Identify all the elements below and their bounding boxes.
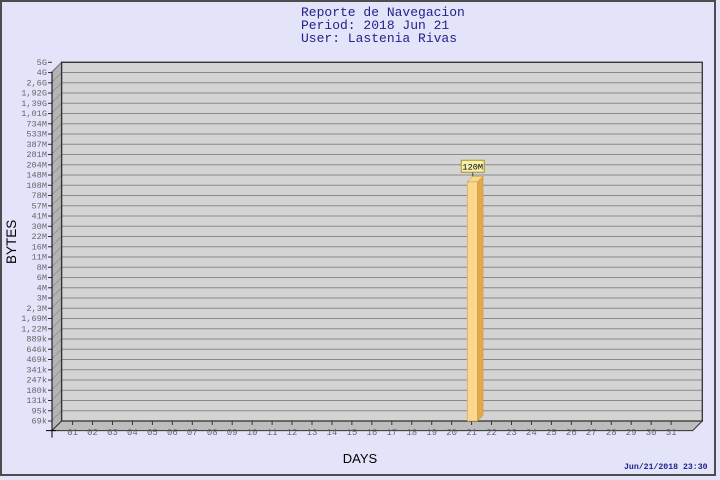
svg-text:57M: 57M — [32, 201, 47, 211]
svg-text:15: 15 — [346, 428, 357, 438]
svg-text:1,22M: 1,22M — [21, 324, 47, 334]
svg-text:10: 10 — [247, 428, 258, 438]
svg-text:04: 04 — [127, 428, 138, 438]
svg-text:09: 09 — [227, 428, 238, 438]
svg-text:247k: 247k — [26, 376, 47, 386]
svg-text:03: 03 — [107, 428, 118, 438]
svg-text:12: 12 — [287, 428, 298, 438]
svg-text:30M: 30M — [32, 222, 47, 232]
svg-text:204M: 204M — [26, 160, 47, 170]
svg-text:95k: 95k — [32, 406, 47, 416]
svg-text:41M: 41M — [32, 212, 47, 222]
svg-text:31: 31 — [666, 428, 677, 438]
svg-text:07: 07 — [187, 428, 198, 438]
svg-text:22: 22 — [486, 428, 497, 438]
svg-text:387M: 387M — [26, 140, 47, 150]
svg-text:02: 02 — [87, 428, 98, 438]
svg-text:533M: 533M — [26, 130, 47, 140]
svg-text:06: 06 — [167, 428, 178, 438]
svg-text:120M: 120M — [462, 163, 483, 173]
svg-text:22M: 22M — [32, 232, 47, 242]
svg-text:11M: 11M — [32, 253, 47, 263]
svg-text:341k: 341k — [26, 365, 47, 375]
svg-text:1,92G: 1,92G — [21, 89, 47, 99]
svg-text:27: 27 — [586, 428, 597, 438]
svg-text:29: 29 — [626, 428, 637, 438]
svg-text:69k: 69k — [32, 417, 47, 427]
svg-text:05: 05 — [147, 428, 158, 438]
svg-text:24: 24 — [526, 428, 537, 438]
svg-text:180k: 180k — [26, 386, 47, 396]
svg-text:1,69M: 1,69M — [21, 314, 47, 324]
svg-text:19: 19 — [426, 428, 437, 438]
svg-text:2,3M: 2,3M — [26, 304, 47, 314]
svg-text:08: 08 — [207, 428, 218, 438]
svg-text:6M: 6M — [37, 273, 47, 283]
svg-text:17: 17 — [386, 428, 397, 438]
svg-text:23: 23 — [506, 428, 517, 438]
svg-text:4M: 4M — [37, 283, 47, 293]
svg-text:25: 25 — [546, 428, 557, 438]
svg-text:148M: 148M — [26, 171, 47, 181]
svg-text:16: 16 — [366, 428, 377, 438]
svg-text:20: 20 — [446, 428, 457, 438]
svg-text:646k: 646k — [26, 345, 47, 355]
svg-text:131k: 131k — [26, 396, 47, 406]
svg-text:4G: 4G — [37, 68, 47, 78]
svg-text:16M: 16M — [32, 242, 47, 252]
svg-text:11: 11 — [267, 428, 278, 438]
svg-text:28: 28 — [606, 428, 617, 438]
svg-text:8M: 8M — [37, 263, 47, 273]
svg-text:3M: 3M — [37, 294, 47, 304]
svg-text:18: 18 — [406, 428, 417, 438]
svg-text:21: 21 — [466, 428, 477, 438]
svg-text:281M: 281M — [26, 150, 47, 160]
svg-text:2,6G: 2,6G — [26, 78, 47, 88]
svg-text:734M: 734M — [26, 119, 47, 129]
svg-text:5G: 5G — [37, 58, 47, 68]
svg-text:26: 26 — [566, 428, 577, 438]
svg-text:30: 30 — [646, 428, 657, 438]
svg-text:1,01G: 1,01G — [21, 109, 47, 119]
svg-text:1,39G: 1,39G — [21, 99, 47, 109]
svg-text:14: 14 — [327, 428, 338, 438]
svg-text:13: 13 — [307, 428, 318, 438]
svg-text:108M: 108M — [26, 181, 47, 191]
svg-text:889k: 889k — [26, 335, 47, 345]
svg-text:78M: 78M — [32, 191, 47, 201]
svg-text:01: 01 — [67, 428, 78, 438]
svg-text:469k: 469k — [26, 355, 47, 365]
